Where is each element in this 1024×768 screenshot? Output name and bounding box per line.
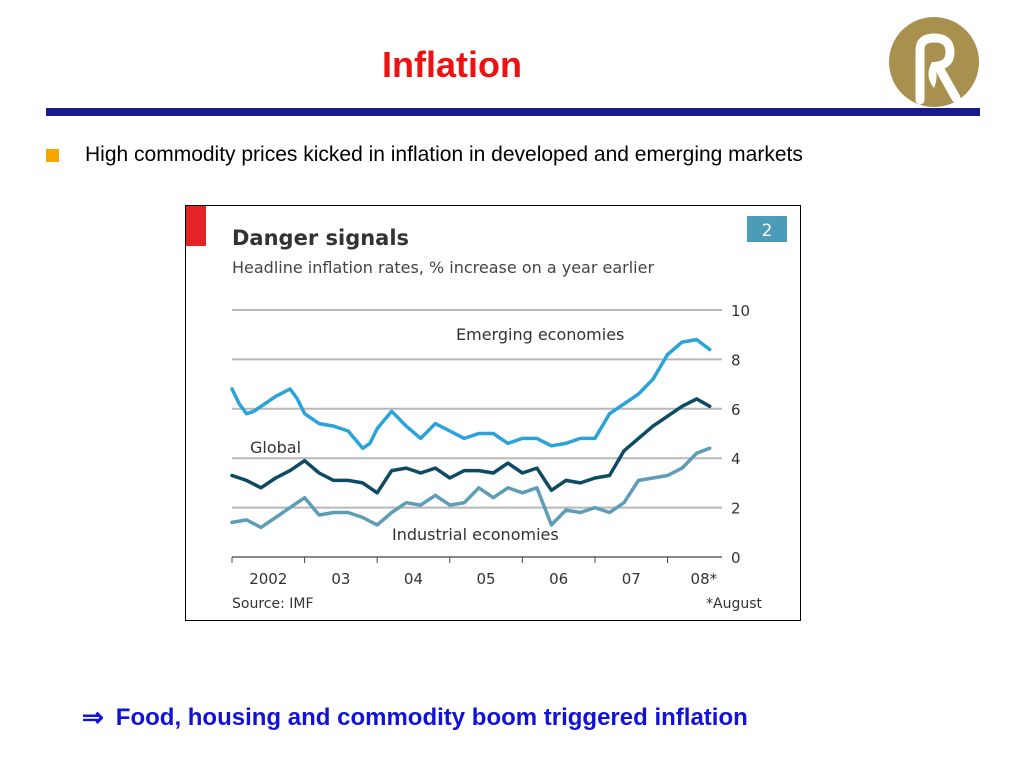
chart-subtitle: Headline inflation rates, % increase on … bbox=[232, 258, 654, 277]
series-line-emerging-economies bbox=[230, 337, 712, 451]
slide-title: Inflation bbox=[382, 44, 522, 85]
chart-title: Danger signals bbox=[232, 226, 409, 250]
chart-canvas: 2 Danger signals Headline inflation rate… bbox=[186, 206, 787, 612]
y-tick-label: 0 bbox=[731, 549, 741, 567]
series-lines bbox=[230, 337, 712, 530]
x-tick-label: 04 bbox=[404, 570, 423, 588]
chart-badge-number: 2 bbox=[762, 221, 773, 241]
x-tick-label: 03 bbox=[331, 570, 350, 588]
inflation-chart: 2 Danger signals Headline inflation rate… bbox=[185, 205, 801, 621]
x-tick-label: 05 bbox=[477, 570, 496, 588]
chart-source: Source: IMF bbox=[232, 596, 314, 612]
x-tick-label: 08* bbox=[691, 570, 718, 588]
x-tick-label: 2002 bbox=[249, 570, 287, 588]
y-tick-label: 10 bbox=[731, 302, 750, 320]
chart-accent-bar bbox=[186, 206, 206, 246]
conclusion-line: ⇒ Food, housing and commodity boom trigg… bbox=[82, 702, 748, 733]
chart-footnote: *August bbox=[706, 596, 763, 612]
x-tick-label: 07 bbox=[622, 570, 641, 588]
x-axis: 2002 03 04 05 06 07 08* bbox=[231, 557, 718, 588]
conclusion-text: Food, housing and commodity boom trigger… bbox=[115, 703, 748, 731]
label-industrial-economies: Industrial economies bbox=[392, 525, 559, 544]
y-tick-label: 2 bbox=[731, 500, 741, 518]
series-line-global bbox=[230, 397, 712, 495]
y-tick-label: 4 bbox=[731, 450, 741, 468]
bullet-text: High commodity prices kicked in inflatio… bbox=[85, 143, 803, 166]
y-tick-label: 6 bbox=[731, 401, 741, 419]
y-axis-ticks: 0 2 4 6 8 10 bbox=[731, 302, 750, 567]
title-divider bbox=[46, 108, 980, 116]
label-global: Global bbox=[250, 438, 301, 457]
label-emerging-economies: Emerging economies bbox=[456, 325, 624, 344]
company-logo-icon bbox=[889, 17, 979, 107]
series-line-industrial-economies bbox=[230, 446, 712, 530]
bullet-square-icon bbox=[46, 148, 59, 162]
x-tick-label: 06 bbox=[549, 570, 568, 588]
chart-badge bbox=[747, 216, 787, 242]
y-tick-label: 8 bbox=[731, 351, 741, 369]
implies-arrow-icon: ⇒ bbox=[82, 702, 104, 732]
bullet-item: High commodity prices kicked in inflatio… bbox=[46, 143, 803, 167]
